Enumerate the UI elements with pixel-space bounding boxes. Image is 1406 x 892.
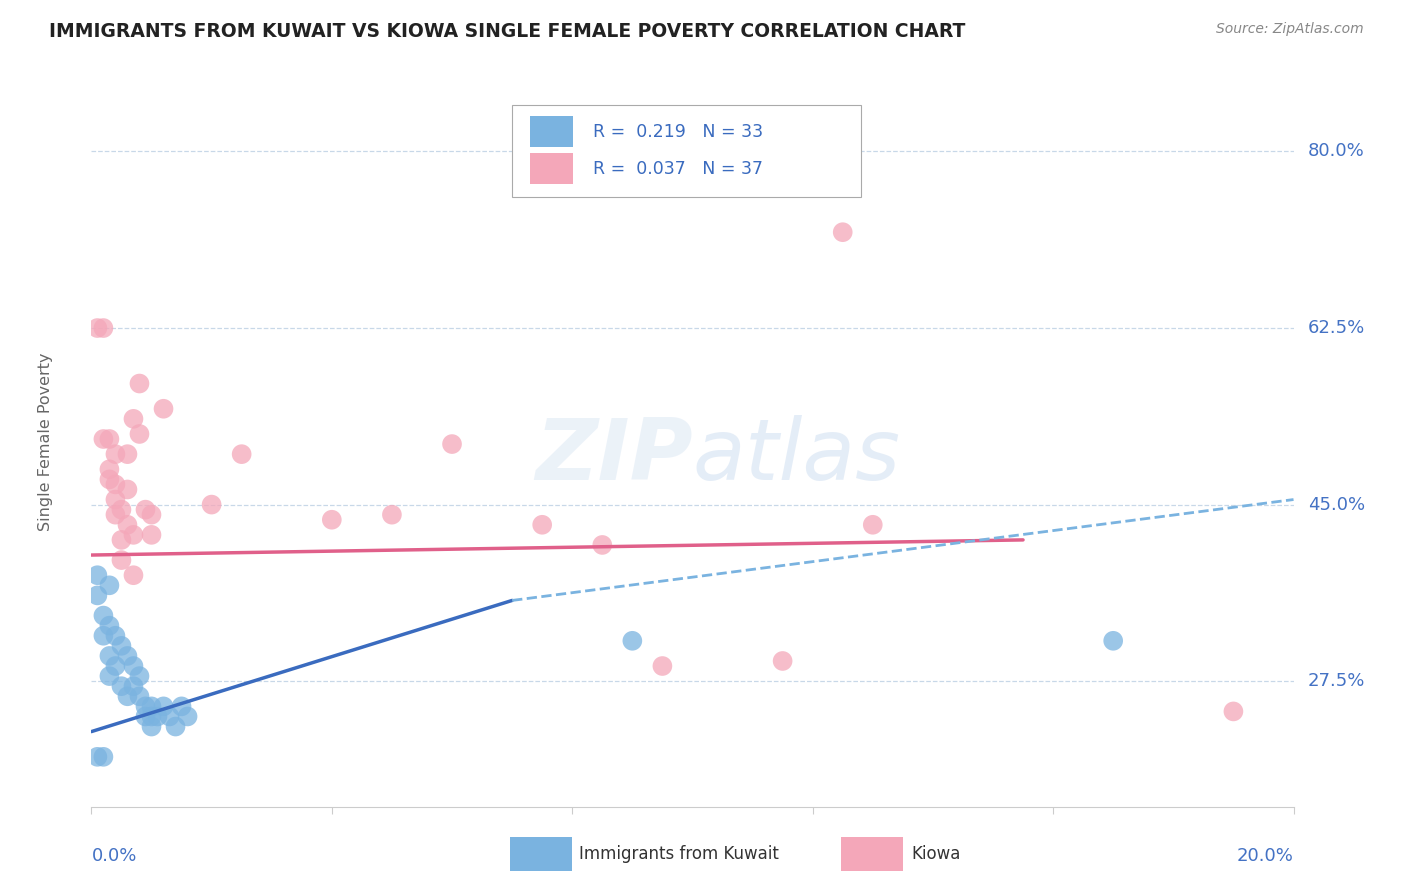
Point xyxy=(165,720,187,734)
Point xyxy=(110,502,132,516)
Point xyxy=(98,432,121,446)
Point xyxy=(134,709,156,723)
Point xyxy=(86,568,108,582)
Point xyxy=(128,427,150,442)
Point xyxy=(134,699,156,714)
Point xyxy=(98,618,121,632)
Point xyxy=(98,472,121,486)
Point xyxy=(141,720,163,734)
Point xyxy=(104,477,127,491)
Point xyxy=(98,578,121,592)
Point xyxy=(591,538,613,552)
Point xyxy=(831,225,853,239)
Point xyxy=(86,588,108,602)
Point xyxy=(110,553,132,567)
Point xyxy=(440,437,463,451)
Point xyxy=(117,447,139,461)
Point xyxy=(104,508,127,522)
Text: 27.5%: 27.5% xyxy=(1308,673,1365,690)
Point xyxy=(141,508,163,522)
Text: R =  0.219   N = 33: R = 0.219 N = 33 xyxy=(593,123,763,141)
Point xyxy=(86,321,108,335)
Point xyxy=(531,517,554,532)
Text: Source: ZipAtlas.com: Source: ZipAtlas.com xyxy=(1216,22,1364,37)
Point xyxy=(98,462,121,476)
Point xyxy=(146,709,169,723)
Text: 80.0%: 80.0% xyxy=(1308,143,1365,161)
Point xyxy=(98,669,121,683)
Point xyxy=(128,690,150,704)
Point xyxy=(772,654,794,668)
Text: R =  0.037   N = 37: R = 0.037 N = 37 xyxy=(593,160,762,178)
Point xyxy=(321,513,343,527)
Point xyxy=(122,679,145,693)
Point xyxy=(122,412,145,426)
Point xyxy=(93,432,115,446)
Text: Immigrants from Kuwait: Immigrants from Kuwait xyxy=(579,845,779,863)
Point xyxy=(128,669,150,683)
Point xyxy=(117,690,139,704)
Point xyxy=(104,492,127,507)
Point xyxy=(201,498,224,512)
Point xyxy=(86,749,108,764)
Point xyxy=(110,533,132,547)
Text: IMMIGRANTS FROM KUWAIT VS KIOWA SINGLE FEMALE POVERTY CORRELATION CHART: IMMIGRANTS FROM KUWAIT VS KIOWA SINGLE F… xyxy=(49,22,966,41)
Point xyxy=(93,321,115,335)
Point xyxy=(176,709,198,723)
Point xyxy=(381,508,404,522)
Point xyxy=(110,639,132,653)
Point xyxy=(117,517,139,532)
Text: Single Female Poverty: Single Female Poverty xyxy=(38,352,53,531)
Text: Kiowa: Kiowa xyxy=(911,845,960,863)
Point xyxy=(128,376,150,391)
Text: 45.0%: 45.0% xyxy=(1308,496,1365,514)
FancyBboxPatch shape xyxy=(530,153,574,185)
Point xyxy=(134,502,156,516)
Point xyxy=(104,447,127,461)
Point xyxy=(93,608,115,623)
Point xyxy=(141,709,163,723)
Point xyxy=(122,528,145,542)
Text: 62.5%: 62.5% xyxy=(1308,319,1365,337)
Point xyxy=(152,401,174,416)
Text: atlas: atlas xyxy=(692,415,900,498)
Point xyxy=(1102,633,1125,648)
Point xyxy=(117,648,139,663)
Point xyxy=(152,699,174,714)
Point xyxy=(862,517,884,532)
Point xyxy=(117,483,139,497)
Text: ZIP: ZIP xyxy=(534,415,692,498)
Point xyxy=(1222,705,1244,719)
Point xyxy=(104,659,127,673)
Point xyxy=(159,709,181,723)
FancyBboxPatch shape xyxy=(512,105,860,196)
Point xyxy=(93,629,115,643)
FancyBboxPatch shape xyxy=(530,117,574,147)
Point xyxy=(110,679,132,693)
Text: 20.0%: 20.0% xyxy=(1237,847,1294,865)
Point xyxy=(170,699,193,714)
Point xyxy=(621,633,644,648)
Point xyxy=(231,447,253,461)
Point xyxy=(98,648,121,663)
Point xyxy=(93,749,115,764)
Point xyxy=(651,659,673,673)
Point xyxy=(122,659,145,673)
Point xyxy=(104,629,127,643)
Point xyxy=(141,699,163,714)
Point xyxy=(141,528,163,542)
Text: 0.0%: 0.0% xyxy=(91,847,136,865)
Point xyxy=(122,568,145,582)
